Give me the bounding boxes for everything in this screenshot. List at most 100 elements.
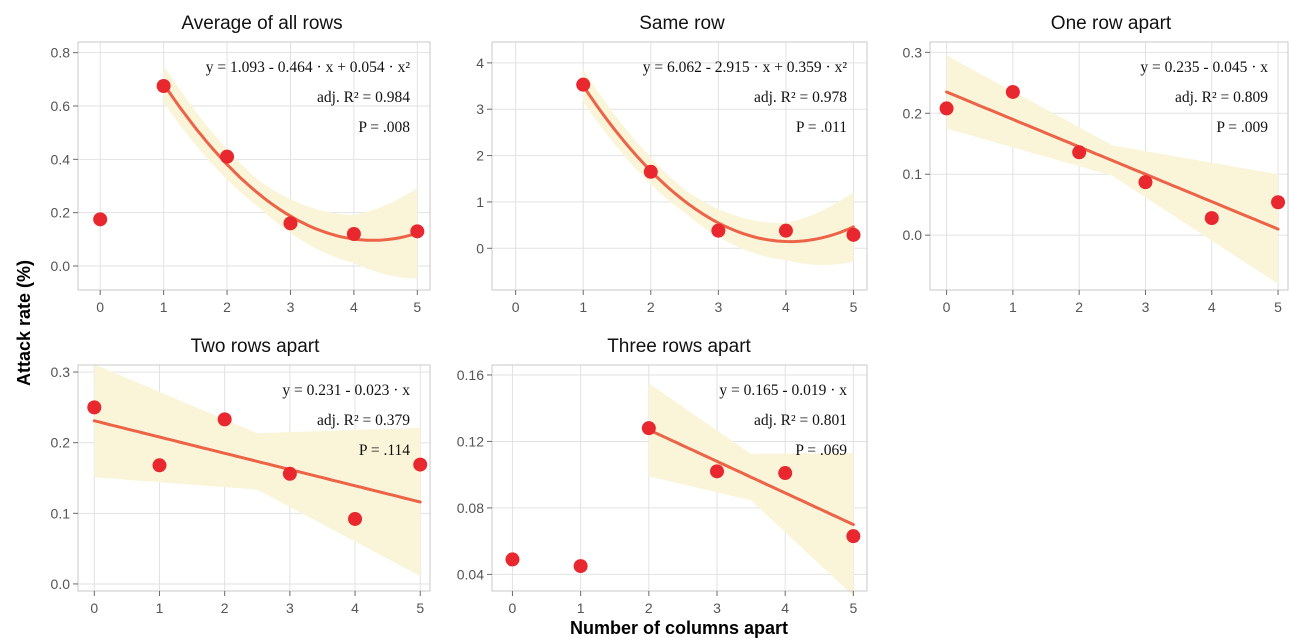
- x-tick-label: 2: [223, 299, 231, 315]
- y-tick-label: 0.2: [903, 105, 923, 121]
- data-point: [1204, 211, 1219, 226]
- panel-title: One row apart: [1051, 13, 1172, 34]
- data-point: [93, 212, 108, 227]
- y-tick-label: 0.16: [457, 367, 484, 383]
- y-tick-label: 2: [476, 148, 484, 164]
- equation-line-1: y = 6.062 - 2.915 · x + 0.359 · x²: [643, 59, 848, 76]
- data-point: [1005, 84, 1020, 99]
- x-tick-label: 1: [156, 600, 164, 616]
- y-tick-label: 0.1: [903, 166, 923, 182]
- data-point: [573, 559, 588, 574]
- data-point: [1072, 145, 1087, 160]
- fit-line: [92, 419, 422, 504]
- data-point: [939, 101, 954, 116]
- panel-4: 0.0 0.1 0.2 0.3 0 1 2 3 4 5 Two rows apart y = 0.23…: [51, 336, 431, 616]
- equation-line-2: adj. R² = 0.379: [317, 412, 410, 429]
- data-point: [217, 412, 232, 427]
- x-tick-label: 0: [943, 299, 951, 315]
- equation-line-2: adj. R² = 0.984: [317, 89, 410, 106]
- data-point: [643, 164, 658, 179]
- panel-title: Average of all rows: [181, 13, 342, 34]
- x-tick-label: 4: [351, 600, 359, 616]
- x-tick-label: 0: [509, 600, 517, 616]
- equation-line-3: P = .008: [358, 119, 410, 136]
- y-tick-label: 0.3: [51, 364, 71, 380]
- panel-frame: [491, 364, 868, 592]
- y-tick-label: 0.2: [51, 205, 71, 221]
- y-tick-label: 0: [476, 240, 484, 256]
- y-tick-label: 0.08: [457, 500, 484, 516]
- data-point: [1271, 195, 1286, 210]
- data-point: [346, 227, 361, 241]
- panel-frame: [491, 41, 868, 291]
- data-point: [846, 227, 861, 242]
- confidence-band: [163, 65, 418, 279]
- x-tick-label: 5: [1274, 299, 1282, 315]
- equation-line-1: y = 0.231 - 0.023 · x: [282, 382, 410, 399]
- panel-3: 0.0 0.1 0.2 0.3 0 1 2 3 4 5 One row apart y = 0.235…: [903, 13, 1289, 315]
- equation-line-1: y = 0.165 - 0.019 · x: [719, 382, 847, 399]
- x-tick-label: 4: [781, 600, 789, 616]
- y-tick-label: 0.04: [457, 566, 484, 582]
- data-point: [348, 511, 363, 526]
- panel-title: Three rows apart: [607, 336, 751, 357]
- panel-frame: [77, 41, 431, 291]
- panel-title: Same row: [639, 13, 725, 34]
- x-tick-label: 2: [1075, 299, 1083, 315]
- confidence-band: [946, 55, 1279, 284]
- fit-line: [647, 428, 855, 526]
- data-point: [87, 400, 102, 415]
- data-point: [846, 529, 861, 544]
- x-tick-label: 1: [1009, 299, 1017, 315]
- equation-line-1: y = 0.235 - 0.045 · x: [1140, 59, 1268, 76]
- x-tick-label: 0: [512, 299, 520, 315]
- data-point: [505, 552, 520, 567]
- data-point: [641, 421, 656, 436]
- data-point: [152, 458, 167, 473]
- y-axis-title: Attack rate (%): [14, 260, 34, 386]
- confidence-band: [94, 364, 421, 577]
- y-tick-label: 0.8: [51, 45, 71, 61]
- x-tick-label: 5: [850, 299, 858, 315]
- x-tick-label: 5: [849, 600, 857, 616]
- y-tick-label: 0.0: [903, 227, 923, 243]
- equation-line-2: adj. R² = 0.978: [754, 89, 847, 106]
- x-tick-label: 0: [90, 600, 98, 616]
- panel-frame: [77, 364, 431, 592]
- panel-title: Two rows apart: [191, 336, 321, 357]
- data-point: [711, 223, 726, 238]
- data-point: [282, 466, 297, 481]
- data-point: [413, 457, 428, 472]
- x-tick-label: 5: [416, 600, 424, 616]
- x-tick-label: 0: [96, 299, 104, 315]
- panel-1: 0.0 0.2 0.4 0.6 0.8 0 1 2 3 4 5 Average of all rows…: [51, 13, 431, 315]
- x-tick-label: 4: [782, 299, 790, 315]
- equation-line-3: P = .009: [1216, 119, 1268, 136]
- fit-line: [581, 84, 855, 244]
- data-point: [1138, 175, 1153, 190]
- x-tick-label: 2: [645, 600, 653, 616]
- x-tick-label: 3: [713, 600, 721, 616]
- equation-line-1: y = 1.093 - 0.464 · x + 0.054 · x²: [206, 59, 411, 76]
- y-tick-label: 0.4: [51, 151, 71, 167]
- y-tick-label: 0.12: [457, 433, 484, 449]
- y-tick-label: 1: [476, 194, 484, 210]
- x-tick-label: 3: [287, 299, 295, 315]
- x-tick-label: 1: [579, 299, 587, 315]
- y-tick-label: 0.3: [903, 44, 923, 60]
- y-tick-label: 0.0: [51, 258, 71, 274]
- x-tick-label: 2: [647, 299, 655, 315]
- x-tick-label: 3: [286, 600, 294, 616]
- x-tick-label: 3: [1142, 299, 1150, 315]
- y-tick-label: 0.1: [51, 505, 71, 521]
- fit-line: [945, 90, 1280, 231]
- equation-line-2: adj. R² = 0.809: [1175, 89, 1268, 106]
- y-tick-label: 4: [476, 55, 484, 71]
- y-tick-label: 0.0: [51, 576, 71, 592]
- y-tick-label: 3: [476, 101, 484, 117]
- data-point: [576, 77, 591, 92]
- panel-2: 0 1 2 3 4 0 1 2 3 4 5 Same row y = 6.062 - 2.915 · x…: [476, 13, 868, 315]
- x-tick-label: 1: [577, 600, 585, 616]
- x-tick-label: 4: [1208, 299, 1216, 315]
